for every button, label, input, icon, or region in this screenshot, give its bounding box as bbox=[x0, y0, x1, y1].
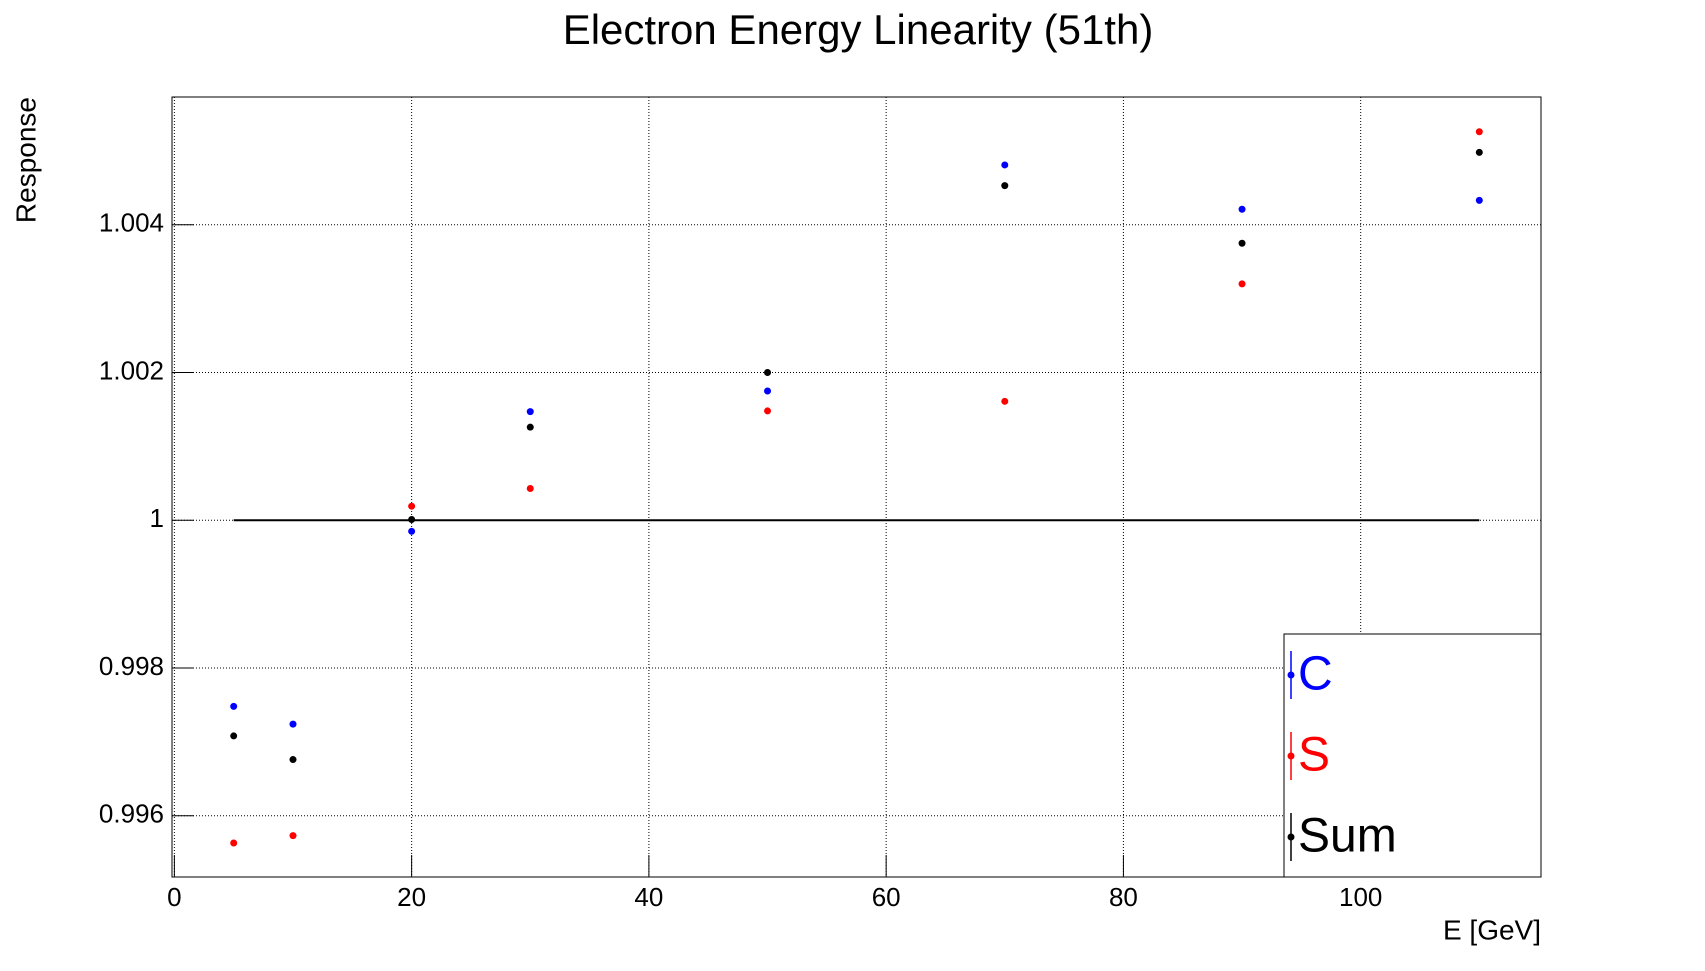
data-point bbox=[230, 732, 238, 740]
legend-label: C bbox=[1298, 648, 1333, 701]
x-axis-label: E [GeV] bbox=[1443, 914, 1541, 945]
data-point bbox=[526, 408, 534, 416]
y-tick-label: 0.996 bbox=[99, 799, 164, 829]
x-tick-label: 40 bbox=[634, 882, 663, 912]
data-point bbox=[289, 720, 297, 728]
legend-marker bbox=[1287, 833, 1295, 841]
data-point bbox=[1475, 128, 1483, 136]
plot-frame bbox=[171, 96, 1542, 878]
y-tick-label: 1 bbox=[150, 503, 164, 533]
legend-marker bbox=[1287, 671, 1295, 679]
legend: CS Sum bbox=[1283, 633, 1542, 878]
data-point bbox=[1475, 196, 1483, 204]
data-point bbox=[289, 756, 297, 764]
x-tick-label: 0 bbox=[167, 882, 181, 912]
y-tick-label: 1.004 bbox=[99, 208, 164, 238]
x-tick-label: 100 bbox=[1339, 882, 1382, 912]
data-point bbox=[764, 407, 772, 415]
x-tick-label: 60 bbox=[872, 882, 901, 912]
data-point bbox=[408, 527, 416, 535]
x-tick-label: 80 bbox=[1109, 882, 1138, 912]
data-point bbox=[1001, 397, 1009, 405]
data-point bbox=[764, 369, 772, 377]
y-axis-label: Response bbox=[10, 97, 41, 223]
y-tick-label: 0.998 bbox=[99, 651, 164, 681]
data-point bbox=[1238, 280, 1246, 288]
legend-marker bbox=[1287, 752, 1295, 760]
legend-label: S bbox=[1298, 729, 1330, 782]
x-tick-label: 20 bbox=[397, 882, 426, 912]
data-point bbox=[764, 387, 772, 395]
data-point bbox=[1475, 148, 1483, 156]
data-point bbox=[1238, 205, 1246, 213]
data-point bbox=[526, 484, 534, 492]
data-point bbox=[1238, 239, 1246, 247]
legend-label: Sum bbox=[1298, 810, 1397, 863]
data-point bbox=[230, 702, 238, 710]
data-point bbox=[526, 423, 534, 431]
data-point bbox=[1001, 161, 1009, 169]
legend-box bbox=[1283, 633, 1542, 878]
data-point bbox=[289, 832, 297, 840]
data-point bbox=[230, 839, 238, 847]
chart-title: Electron Energy Linearity (51th) bbox=[563, 6, 1154, 53]
y-tick-label: 1.002 bbox=[99, 355, 164, 385]
data-point bbox=[408, 502, 416, 510]
data-point bbox=[1001, 182, 1009, 190]
data-point bbox=[408, 516, 416, 523]
